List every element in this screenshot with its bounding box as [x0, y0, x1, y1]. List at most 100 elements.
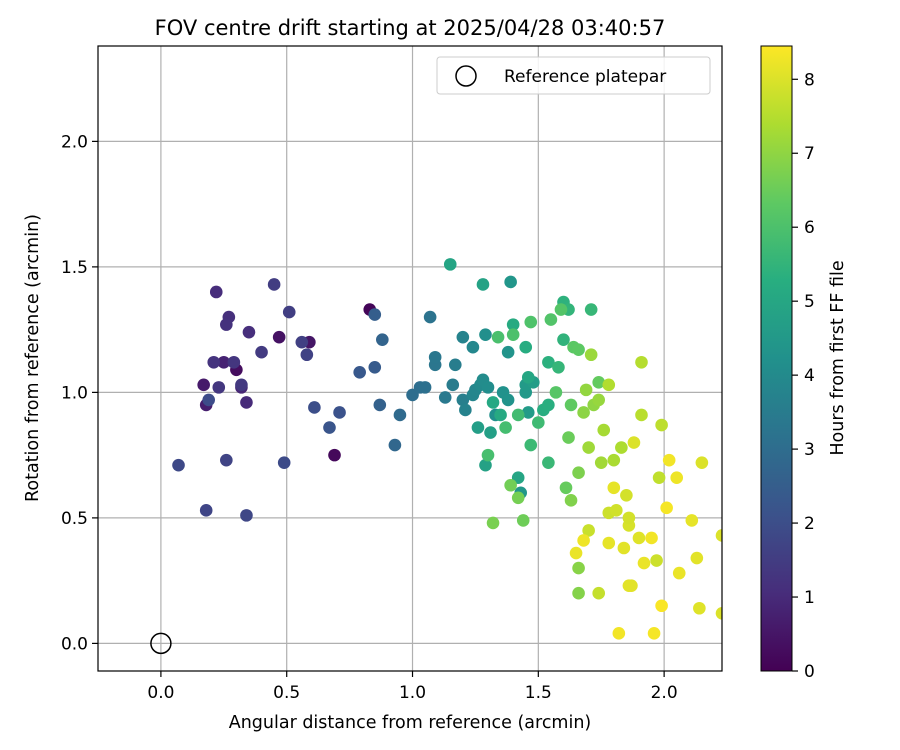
x-tick-label: 0.0 — [147, 683, 174, 703]
data-point — [353, 366, 366, 379]
colorbar-tick-label: 5 — [804, 292, 815, 312]
data-point — [333, 406, 346, 419]
data-point — [637, 556, 651, 570]
data-point — [519, 340, 533, 354]
data-point — [532, 416, 545, 429]
data-point — [511, 408, 525, 422]
data-point — [542, 355, 555, 369]
data-point — [511, 491, 525, 505]
data-point — [373, 398, 387, 412]
data-point — [521, 371, 535, 384]
grid — [98, 46, 722, 671]
data-point — [220, 453, 233, 467]
data-point — [202, 393, 216, 407]
data-point — [423, 310, 437, 324]
data-point — [552, 360, 565, 374]
data-point — [504, 275, 517, 289]
data-point — [418, 381, 432, 394]
data-point — [376, 333, 389, 346]
data-point — [456, 393, 470, 407]
data-point — [267, 278, 281, 291]
data-point — [209, 285, 223, 299]
data-point — [217, 355, 231, 369]
data-point — [328, 448, 341, 462]
data-point — [617, 541, 631, 555]
data-point — [484, 426, 497, 439]
x-tick-label: 1.5 — [525, 683, 552, 703]
y-tick-label: 0.5 — [61, 509, 88, 529]
data-point — [479, 458, 492, 472]
data-point — [388, 438, 402, 452]
data-point — [446, 378, 460, 392]
data-point — [652, 471, 666, 485]
plot-frame — [97, 45, 723, 672]
data-point — [459, 403, 472, 417]
colorbar-label: Hours from first FF file — [828, 260, 848, 455]
data-point — [672, 566, 686, 580]
data-point — [662, 453, 676, 467]
data-point — [524, 315, 538, 329]
colorbar — [760, 45, 793, 672]
data-point — [597, 423, 611, 437]
data-point — [521, 406, 535, 419]
data-point — [300, 348, 314, 362]
data-point — [504, 478, 517, 492]
data-point — [277, 456, 291, 469]
data-point — [579, 383, 593, 397]
data-point — [594, 456, 608, 469]
x-tick-label: 1.0 — [399, 683, 426, 703]
data-point — [481, 448, 495, 462]
data-point — [499, 421, 512, 434]
data-point — [584, 348, 598, 362]
data-point — [501, 345, 515, 359]
data-point — [690, 551, 704, 565]
data-point — [240, 509, 253, 522]
data-point — [542, 398, 555, 412]
data-point — [569, 546, 583, 560]
data-point — [572, 586, 585, 600]
data-point — [308, 401, 321, 414]
data-point — [715, 606, 722, 620]
colorbar-ticks: 0 1 2 3 4 5 6 7 8 — [792, 70, 815, 682]
data-points — [172, 258, 722, 640]
y-tick-label: 0.0 — [61, 634, 88, 654]
data-point — [650, 554, 663, 567]
data-point — [323, 421, 336, 434]
data-point — [562, 431, 575, 444]
data-point — [235, 378, 248, 392]
data-point — [612, 627, 626, 640]
data-point — [466, 340, 480, 354]
data-point — [197, 378, 210, 392]
data-point — [524, 438, 538, 452]
data-point — [602, 378, 616, 392]
data-point — [486, 396, 500, 409]
data-point — [607, 481, 621, 495]
data-point — [592, 586, 606, 600]
y-tick-label: 1.5 — [61, 258, 88, 278]
data-point — [240, 396, 253, 409]
data-point — [670, 471, 684, 485]
legend-reference-marker — [455, 65, 477, 87]
data-point — [564, 494, 578, 507]
y-axis-label: Rotation from reference (arcmin) — [23, 214, 43, 502]
legend-entry-reference-platepar: Reference platepar — [504, 67, 666, 87]
data-point — [368, 308, 382, 321]
y-axis-ticks: 0.0 0.5 1.0 1.5 2.0 — [61, 132, 98, 654]
data-point — [592, 376, 606, 389]
data-point — [486, 516, 500, 530]
data-point — [549, 386, 563, 399]
data-point — [443, 258, 457, 271]
data-point — [272, 330, 286, 344]
data-point — [212, 381, 226, 394]
data-point — [516, 514, 530, 527]
colorbar-tick-label: 3 — [804, 440, 815, 460]
data-point — [610, 504, 623, 517]
chart-title: FOV centre drift starting at 2025/04/28 … — [155, 16, 666, 40]
colorbar-tick-label: 4 — [804, 366, 815, 386]
legend-box — [436, 56, 711, 95]
data-point — [695, 456, 709, 469]
data-point — [172, 458, 185, 472]
data-point — [393, 408, 407, 422]
y-tick-label: 2.0 — [61, 132, 88, 152]
